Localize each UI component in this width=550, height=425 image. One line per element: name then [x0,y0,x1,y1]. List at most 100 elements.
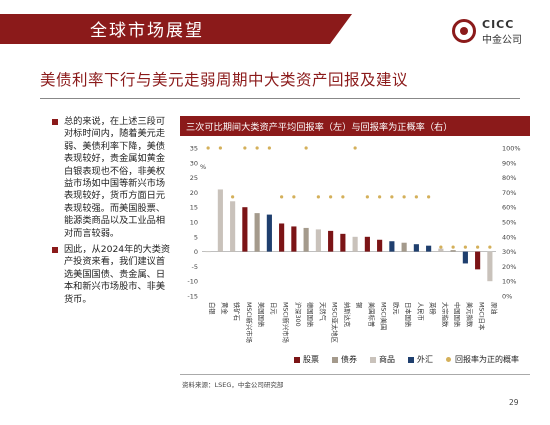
chart-bar [303,227,309,252]
probability-dot [329,195,333,199]
legend-swatch [408,356,414,363]
bullet-list: 总的来说，在上述三段可对标时间内，随着美元走弱、美债利率下降，美债表现较好，贵金… [52,116,174,310]
x-tick-label: MSCI美国 [380,302,389,330]
bullet-text: 总的来说，在上述三段可对标时间内，随着美元走弱、美债利率下降，美债表现较好，贵金… [64,116,166,239]
probability-dot [206,146,210,150]
probability-dot [390,195,394,199]
y-right-tick-label: 20% [502,263,516,271]
y-right-tick-label: 10% [502,278,516,286]
chart-bar [291,226,297,252]
page-number: 29 [509,398,519,407]
probability-dot [427,195,431,199]
logo-text-en: CICC [482,18,515,31]
legend-swatch [294,356,300,363]
x-tick-label: 大宗指数 [441,302,450,328]
legend-swatch [370,356,376,363]
probability-dot [451,245,455,249]
legend-label: 债券 [341,355,357,364]
header: 全球市场展望 CICC 中金公司 [0,0,550,56]
legend-label: 回报率为正的概率 [455,355,519,364]
x-tick-label: 美国国债 [257,302,266,327]
y-left-tick-label: 15 [190,204,198,212]
x-tick-label: 美元指数 [465,302,474,328]
probability-dot [243,146,247,150]
chart-bar [475,251,481,270]
probability-dot [439,245,443,249]
bullet-text: 因此，从2024年的大类资产投资来看，我们建议首选美国国债、贵金属、日本和新兴市… [64,244,171,305]
header-bar [0,14,352,44]
chart-bar [279,223,285,252]
chart-bar [389,241,395,252]
x-tick-label: 沪深300 [294,302,303,327]
x-tick-label: 德国国债 [306,302,315,327]
probability-dot [267,146,271,150]
chart-title-bar [180,116,530,136]
chart-bar [401,242,407,252]
legend-label: 股票 [303,355,319,364]
x-tick-label: 人民币 [416,302,424,321]
x-tick-label: 中国国债 [453,302,462,327]
chart-bar [462,251,468,264]
chart-bar [242,207,248,252]
chart-bar [328,230,334,252]
x-tick-label: 美国标普 [367,302,376,327]
bullet-item: 因此，从2024年的大类资产投资来看，我们建议首选美国国债、贵金属、日本和新兴市… [52,244,174,306]
probability-dot [231,195,235,199]
x-tick-label: 日本国债 [404,302,413,327]
chart-bar [413,244,419,252]
chart-bar [254,213,260,252]
chart-bar [450,250,456,252]
y-right-tick-label: 40% [502,233,516,241]
y-right-tick-label: 100% [502,145,521,153]
subtitle-divider [40,98,520,99]
chart-bar [377,239,383,252]
chart-bar [266,214,272,252]
x-tick-label: MSCI日本 [478,302,487,331]
chart-bar [438,248,444,252]
x-tick-label: 原油 [490,302,499,315]
y-left-tick-label: -15 [187,293,198,301]
y-right-tick-label: 80% [502,174,516,182]
source-divider [180,374,530,375]
y-left-tick-label: 30 [190,159,198,167]
x-tick-label: 英镑 [429,302,438,315]
bullet-item: 总的来说，在上述三段可对标时间内，随着美元走弱、美债利率下降，美债表现较好，贵金… [52,116,174,240]
probability-dot [463,245,467,249]
x-tick-label: 欧元 [392,302,401,315]
chart-bar [352,236,358,252]
cicc-logo-icon [452,19,476,43]
legend-dot [446,357,451,362]
x-tick-label: MSCI新兴市场 [245,302,254,343]
x-tick-label: 铁矿石 [233,302,242,321]
chart-canvas: 35 30 25 20 15 10 5 0 -5 -10 -15% 100% 90% 80% 70% 60% 5… [187,145,521,343]
probability-dot [316,195,320,199]
probability-dot [353,146,357,150]
legend-item-probability: 回报率为正的概率 [446,354,519,365]
source-note: 资料来源：LSEG，中金公司研究部 [182,381,284,389]
legend-item-commodities: 商品 [370,354,395,365]
probability-dot [280,195,284,199]
probability-dot [255,146,259,150]
legend-swatch [332,356,338,363]
y-right-tick-label: 90% [502,159,516,167]
chart-bar [340,233,346,252]
y-right-tick-label: 70% [502,189,516,197]
y-left-tick-label: 10 [190,219,198,227]
y-left-tick-label: 0 [194,248,198,256]
probability-dot [476,245,480,249]
chart-bar [426,245,432,252]
bullet-square-icon [52,119,58,125]
y-right-tick-label: 60% [502,204,516,212]
probability-dot [341,195,345,199]
legend-item-bonds: 债券 [332,354,357,365]
y-left-tick-label: 25 [190,174,198,182]
x-tick-label: MSCI亚太地区 [331,302,340,343]
legend-label: 商品 [379,355,395,364]
chart-bar [315,229,321,252]
probability-dot [488,245,492,249]
legend-item-fx: 外汇 [408,354,433,365]
y-right-tick-label: 30% [502,248,516,256]
x-tick-label: MSCI新兴市场 [282,302,291,343]
probability-dot [292,195,296,199]
y-right-tick-label: 50% [502,219,516,227]
